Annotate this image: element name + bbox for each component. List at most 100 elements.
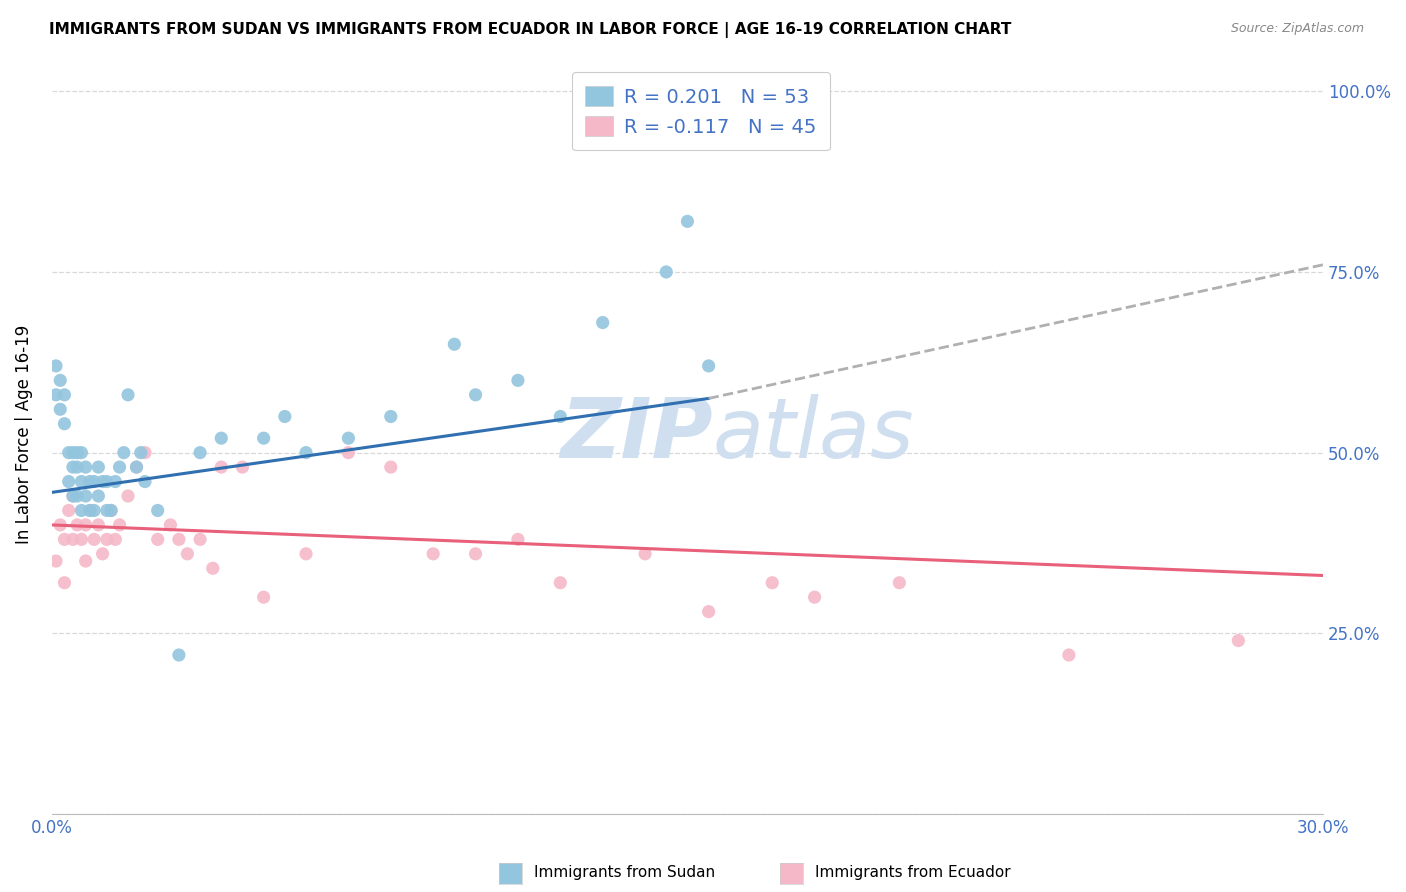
Point [506, 533, 529, 547]
Point [129, 445, 152, 459]
Text: Immigrants from Ecuador: Immigrants from Ecuador [815, 865, 1011, 880]
Point [889, 575, 911, 590]
Point [70, 475, 93, 489]
Point [66, 489, 89, 503]
Point [75, 460, 97, 475]
Point [464, 388, 486, 402]
Point [274, 409, 297, 424]
Point [201, 561, 224, 575]
Point [45, 554, 67, 568]
Point [134, 445, 156, 459]
Point [697, 359, 720, 373]
Point [146, 503, 169, 517]
Point [96, 503, 118, 517]
Legend: R = 0.201   N = 53, R = -0.117   N = 45: R = 0.201 N = 53, R = -0.117 N = 45 [572, 72, 831, 151]
Point [697, 605, 720, 619]
Point [506, 373, 529, 387]
Point [53, 388, 76, 402]
Point [49, 402, 72, 417]
Point [337, 431, 360, 445]
Point [253, 431, 276, 445]
Point [592, 316, 614, 330]
Y-axis label: In Labor Force | Age 16-19: In Labor Force | Age 16-19 [15, 325, 32, 544]
Point [761, 575, 783, 590]
Point [79, 503, 101, 517]
Point [464, 547, 486, 561]
Point [108, 517, 131, 532]
Text: Immigrants from Sudan: Immigrants from Sudan [534, 865, 716, 880]
Point [66, 517, 89, 532]
Point [91, 475, 114, 489]
Point [188, 445, 211, 459]
Point [70, 503, 93, 517]
Point [117, 489, 139, 503]
Point [87, 460, 110, 475]
Point [91, 547, 114, 561]
Point [70, 533, 93, 547]
Point [422, 547, 444, 561]
Point [104, 533, 127, 547]
Point [1227, 633, 1250, 648]
Point [75, 489, 97, 503]
Point [112, 445, 135, 459]
Point [167, 648, 190, 662]
Point [337, 445, 360, 459]
Point [1057, 648, 1080, 662]
Point [58, 445, 80, 459]
Point [209, 460, 232, 475]
Point [295, 445, 318, 459]
Point [176, 547, 198, 561]
Point [75, 517, 97, 532]
Point [49, 373, 72, 387]
Point [66, 445, 89, 459]
Point [62, 445, 84, 459]
Point [79, 475, 101, 489]
Point [79, 503, 101, 517]
Point [62, 489, 84, 503]
Point [45, 359, 67, 373]
Point [159, 517, 181, 532]
Point [62, 489, 84, 503]
Point [125, 460, 148, 475]
Point [443, 337, 465, 351]
Point [58, 475, 80, 489]
Point [45, 388, 67, 402]
Point [295, 547, 318, 561]
Text: IMMIGRANTS FROM SUDAN VS IMMIGRANTS FROM ECUADOR IN LABOR FORCE | AGE 16-19 CORR: IMMIGRANTS FROM SUDAN VS IMMIGRANTS FROM… [49, 22, 1011, 38]
Point [803, 590, 825, 604]
Point [70, 445, 93, 459]
Point [83, 475, 105, 489]
Text: atlas: atlas [713, 394, 914, 475]
Point [62, 460, 84, 475]
Text: Source: ZipAtlas.com: Source: ZipAtlas.com [1230, 22, 1364, 36]
Point [634, 547, 657, 561]
Point [108, 460, 131, 475]
Point [550, 575, 572, 590]
Point [53, 575, 76, 590]
Point [96, 533, 118, 547]
Point [53, 533, 76, 547]
Point [96, 475, 118, 489]
Point [146, 533, 169, 547]
Point [100, 503, 122, 517]
Point [62, 533, 84, 547]
Point [87, 489, 110, 503]
Point [380, 460, 402, 475]
Point [253, 590, 276, 604]
Point [83, 503, 105, 517]
Point [100, 503, 122, 517]
Point [550, 409, 572, 424]
Point [87, 517, 110, 532]
Point [58, 503, 80, 517]
Point [117, 388, 139, 402]
Point [380, 409, 402, 424]
Point [75, 554, 97, 568]
Point [167, 533, 190, 547]
Point [125, 460, 148, 475]
Point [209, 431, 232, 445]
Point [66, 460, 89, 475]
Text: ZIP: ZIP [560, 394, 713, 475]
Point [134, 475, 156, 489]
Point [53, 417, 76, 431]
Point [188, 533, 211, 547]
